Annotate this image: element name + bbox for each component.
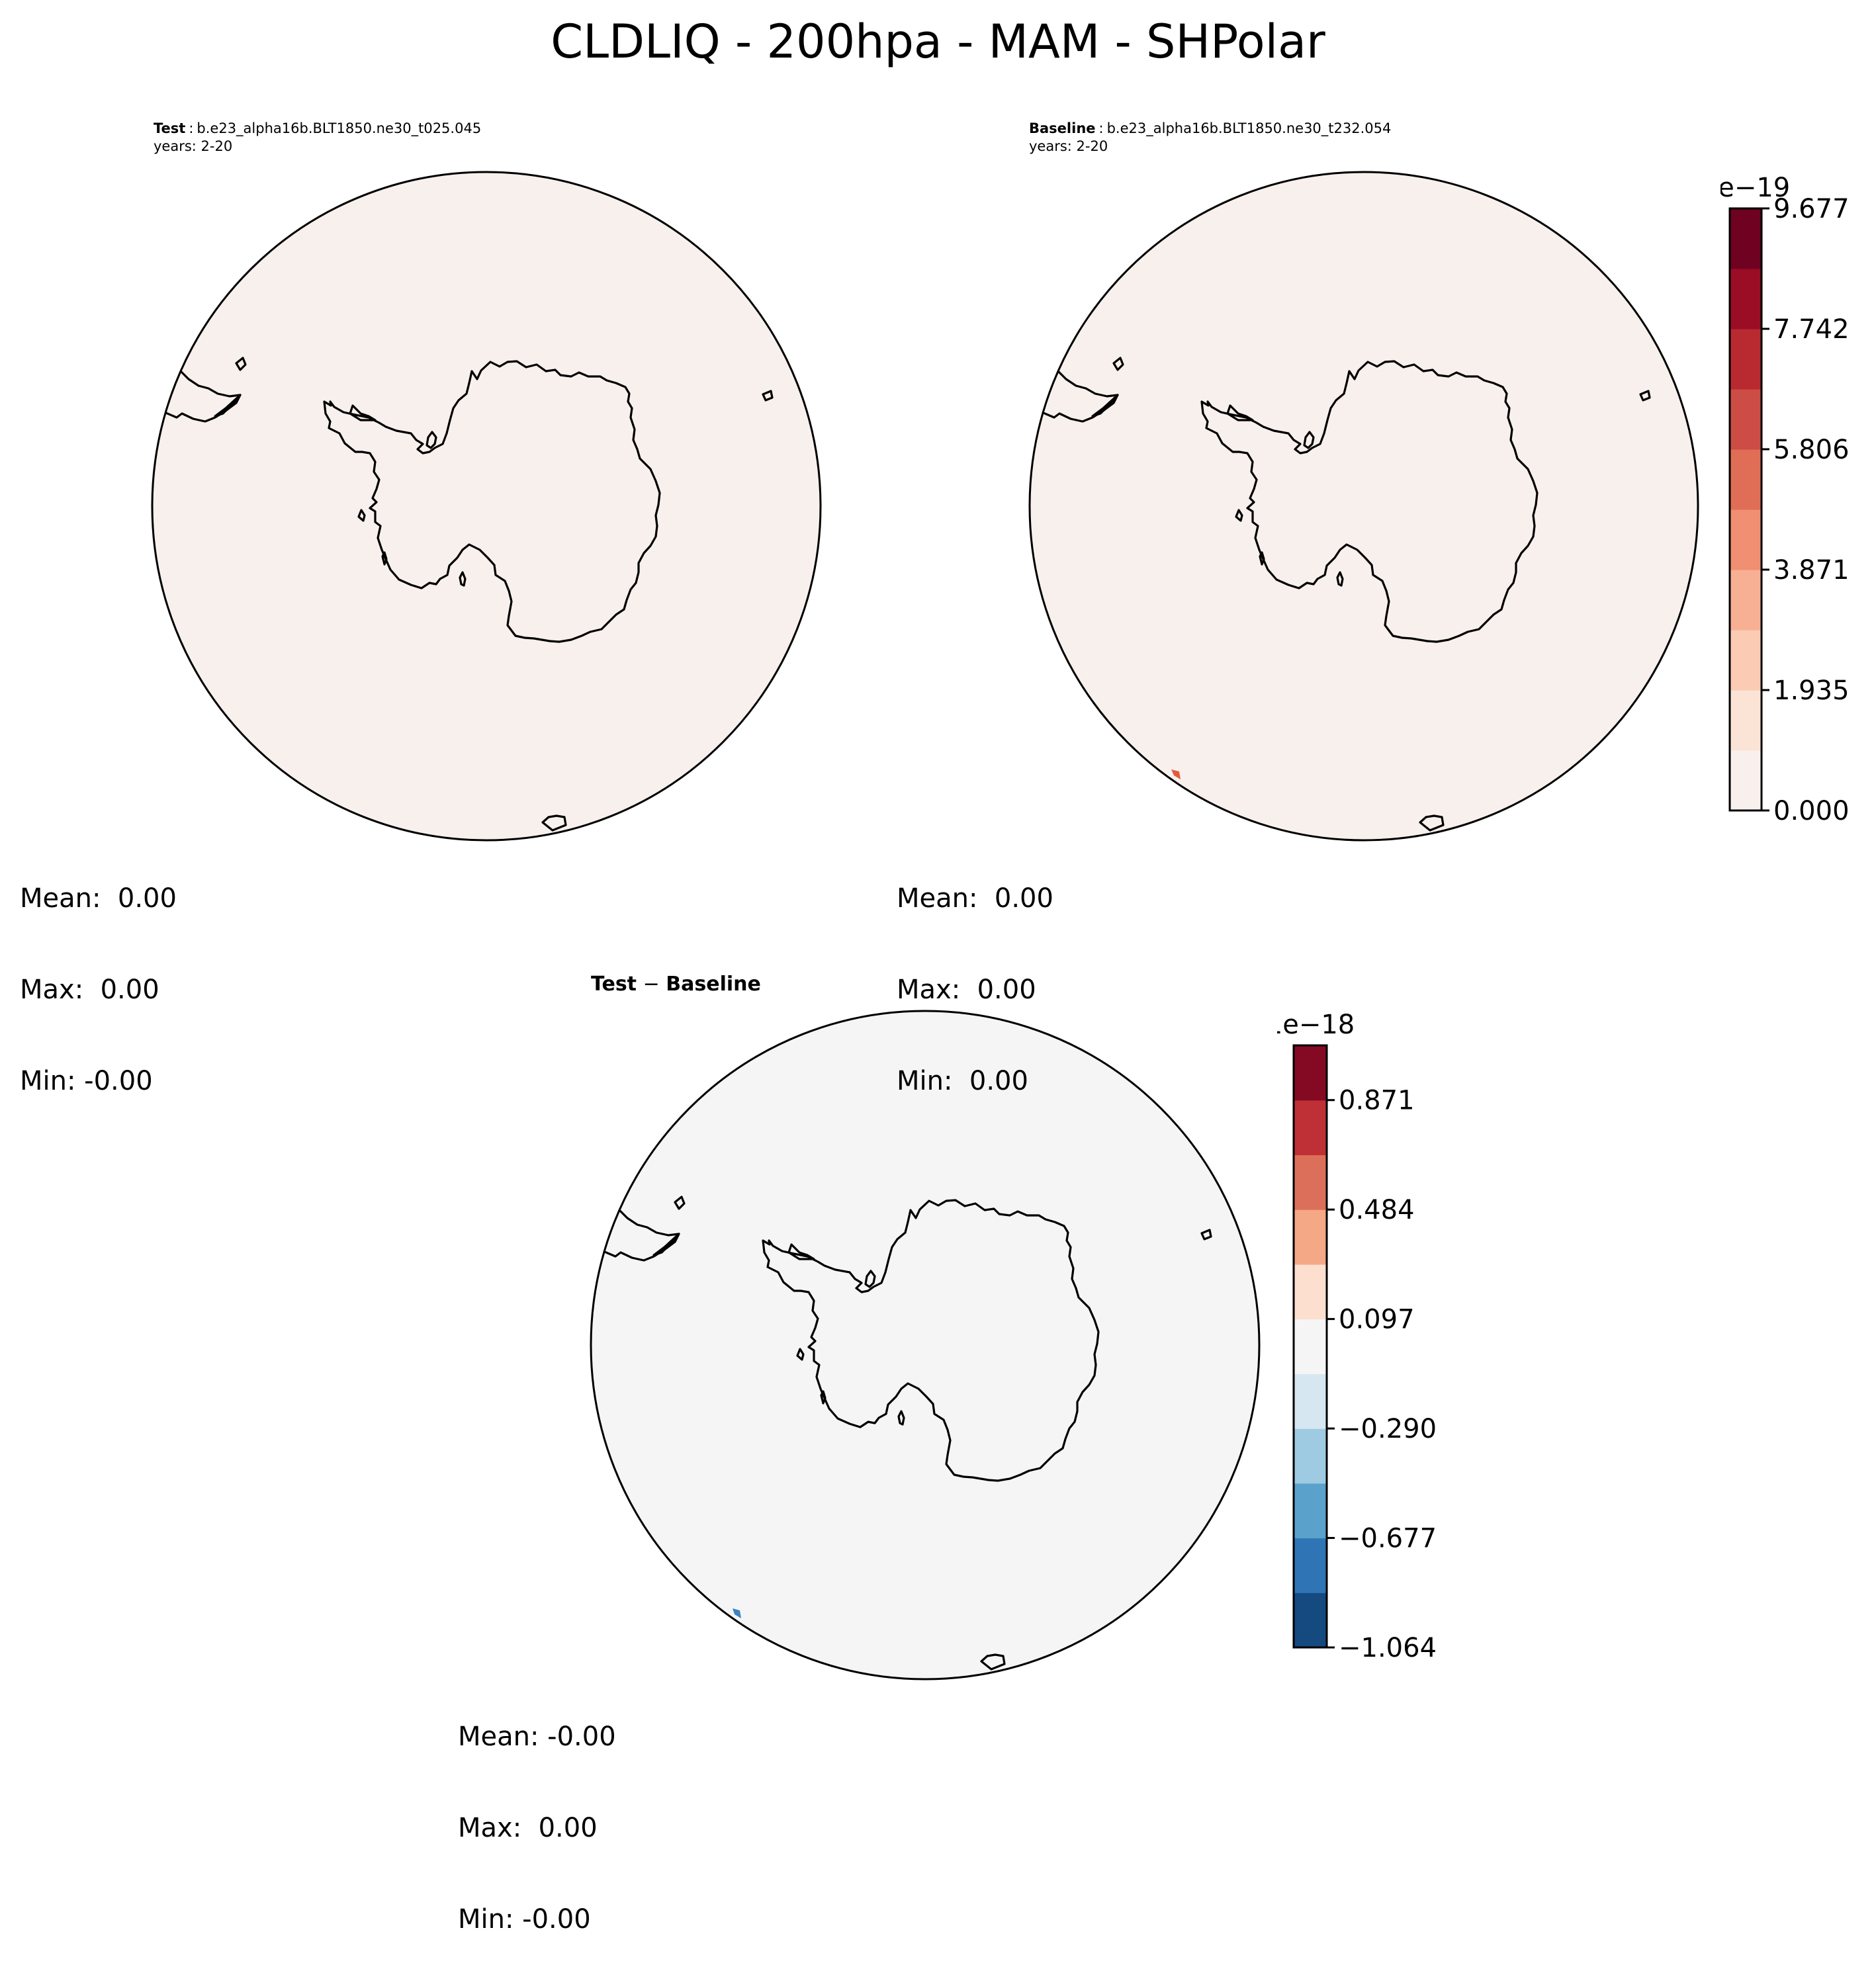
diff-panel-title: Test − Baseline [591,973,761,996]
colorbar-bottom-swatch [1294,1483,1327,1539]
colorbar-top-tick-label: 9.677 [1773,194,1850,224]
colorbar-top-swatch [1730,570,1762,631]
colorbar-top-tick-label: 7.742 [1773,314,1850,345]
test-stats: Mean: 0.00 Max: 0.00 Min: -0.00 [20,822,177,1127]
test-panel-label: Test: b.e23_alpha16b.BLT1850.ne30_t025.04… [154,120,482,154]
diff-stats: Mean: -0.00 Max: 0.00 Min: -0.00 [458,1661,616,1965]
colorbar-bottom-swatch [1294,1538,1327,1593]
baseline-min: Min: 0.00 [897,1066,1028,1096]
colorbar-top-tick-label: 1.935 [1773,676,1850,706]
colorbar-top-frame [1728,207,1763,812]
colorbar-top-swatch [1730,389,1762,450]
colorbar-bottom-swatch [1294,1100,1327,1156]
colorbar-top-swatch [1730,690,1762,751]
colorbar-bottom-tick-label: −0.677 [1339,1524,1437,1554]
test-map-fill [152,172,821,840]
diff-min: Min: -0.00 [458,1904,591,1935]
colorbar-top-tick-label: 5.806 [1773,435,1850,465]
colorbar-top-swatch [1730,750,1762,811]
colorbar-bottom-swatch [1294,1045,1327,1101]
diff-max: Max: 0.00 [458,1813,598,1843]
colorbar-top-swatch [1730,509,1762,570]
colorbar-bottom-swatch [1294,1155,1327,1210]
baseline-stats: Mean: 0.00 Max: 0.00 Min: 0.00 [897,822,1053,1127]
colorbar-top-exponent: 1e−19 [1720,173,1790,203]
baseline-map [1028,171,1699,842]
colorbar-bottom-tick-label: 0.097 [1339,1305,1415,1335]
baseline-panel-label: Baseline: b.e23_alpha16b.BLT1850.ne30_t23… [1029,120,1392,154]
colorbar-bottom-tick-label: −0.290 [1339,1414,1437,1444]
figure-title: CLDLIQ - 200hpa - MAM - SHPolar [551,15,1325,69]
colorbar-bottom-exponent: 1e−18 [1277,1010,1355,1040]
diff-mean: Mean: -0.00 [458,1722,616,1752]
colorbar-bottom-tick-label: 0.484 [1339,1195,1415,1225]
baseline-map-fill [1030,172,1698,840]
colorbar-bottom-swatch [1294,1593,1327,1648]
baseline-years: years: 2-20 [1029,138,1108,154]
test-min: Min: -0.00 [20,1066,153,1096]
colorbar-top-swatch [1730,630,1762,691]
colorbar-top-swatch [1730,208,1762,269]
colorbar-top-swatch [1730,329,1762,390]
maps-canvas [151,171,1699,1681]
colorbar-top-tick-label: 0.000 [1773,796,1850,820]
diff-title-baseline: Baseline [666,973,761,996]
baseline-max: Max: 0.00 [897,975,1036,1005]
baseline-mean: Mean: 0.00 [897,883,1053,914]
baseline-label: Baseline [1029,120,1096,136]
baseline-hotspot [1171,769,1181,779]
colorbar-top-swatch [1730,449,1762,510]
test-map-boundary [151,171,822,842]
test-years: years: 2-20 [154,138,233,154]
diff-map-fill [591,1011,1259,1679]
colorbar-bottom-tick-label: −1.064 [1339,1633,1437,1663]
colorbar-bottom-swatch [1294,1428,1327,1484]
diff-title-op: − [637,973,666,996]
baseline-map-boundary [1028,171,1699,842]
colorbar-bottom-swatch [1294,1264,1327,1320]
baseline-case-name: b.e23_alpha16b.BLT1850.ne30_t232.054 [1106,120,1392,136]
colorbar-bottom-swatch [1294,1374,1327,1429]
colorbar-top-swatch [1730,269,1762,329]
colorbar-bottom: −1.064 −0.677 −0.290 0.097 0.484 0.871 1e−18 [1277,1010,1437,1663]
colorbar-bottom-tick-label: 0.871 [1339,1086,1415,1116]
test-label: Test [154,120,186,136]
test-mean: Mean: 0.00 [20,883,177,914]
colorbar-top-tick-label: 3.871 [1773,555,1850,586]
diff-map [590,1010,1261,1681]
colorbar-bottom-swatch [1294,1209,1327,1265]
test-max: Max: 0.00 [20,975,159,1005]
test-case-name: b.e23_alpha16b.BLT1850.ne30_t025.045 [197,120,482,136]
test-map [151,171,822,842]
diff-map-boundary [590,1010,1261,1681]
diff-title-test: Test [591,973,637,996]
diff-coldspot [733,1608,741,1618]
colorbar-bottom-frame [1292,1044,1328,1649]
colorbar-top: 0.000 1.935 3.871 5.806 7.742 9.6771e−19 [1720,173,1850,820]
colorbar-bottom-swatch [1294,1319,1327,1374]
